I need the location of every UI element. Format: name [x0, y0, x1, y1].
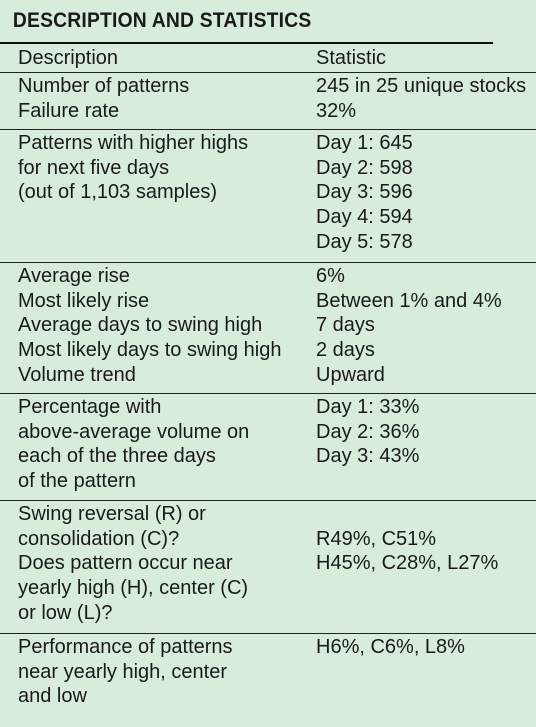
statistic-line: Day 4: 594	[316, 206, 413, 229]
statistic-cell: 6% Between 1% and 4% 7 days 2 days Upwar…	[300, 263, 536, 393]
statistic-line: Day 3: 596	[316, 181, 413, 204]
description-line: Most likely rise	[18, 289, 150, 312]
statistic-line: Upward	[316, 363, 385, 386]
statistic-line: Day 3: 43%	[316, 445, 420, 468]
description-line: or low (L)?	[18, 601, 113, 624]
statistic-cell: Day 1: 645 Day 2: 598 Day 3: 596 Day 4: …	[300, 130, 536, 262]
statistic-cell: 245 in 25 unique stocks 32%	[300, 73, 536, 129]
description-line: Percentage with	[18, 396, 162, 418]
description-line: yearly high (H), center (C)	[18, 577, 249, 600]
description-line: Average rise	[18, 265, 130, 287]
description-line: above-average volume on	[18, 420, 250, 443]
statistic-line: Between 1% and 4%	[316, 289, 502, 312]
table-row-group: Swing reversal (R) or consolidation (C)?…	[0, 501, 536, 634]
statistic-line: 32%	[316, 99, 357, 122]
table-title: DESCRIPTION AND STATISTICS	[0, 0, 494, 44]
description-cell: Number of patterns Failure rate	[0, 73, 300, 129]
header-statistic: Statistic	[316, 46, 387, 69]
statistic-cell: Day 1: 33% Day 2: 36% Day 3: 43%	[300, 394, 536, 500]
table-row-group: Number of patterns Failure rate 245 in 2…	[0, 73, 536, 130]
header-description: Description	[18, 46, 119, 69]
statistic-line	[316, 502, 536, 527]
description-line: Number of patterns	[18, 75, 190, 97]
description-cell: Percentage with above-average volume on …	[0, 394, 300, 500]
statistic-cell: R49%, C51% H45%, C28%, L27%	[300, 501, 536, 633]
description-line: Swing reversal (R) or	[18, 503, 206, 525]
table-header-row: Description Statistic	[0, 44, 536, 73]
description-line: Volume trend	[18, 363, 136, 386]
description-line: Performance of patterns	[18, 636, 233, 658]
description-line: (out of 1,103 samples)	[18, 181, 217, 204]
statistic-line: R49%, C51%	[316, 527, 437, 550]
description-cell: Patterns with higher highs for next five…	[0, 130, 300, 262]
statistic-line: Day 1: 645	[316, 132, 413, 154]
description-cell: Swing reversal (R) or consolidation (C)?…	[0, 501, 300, 633]
statistic-line: Day 1: 33%	[316, 396, 420, 418]
statistic-line: 7 days	[316, 314, 375, 337]
description-line: Does pattern occur near	[18, 552, 233, 575]
description-line: Patterns with higher highs	[18, 132, 249, 154]
description-line: and low	[18, 685, 87, 708]
table-row-group: Performance of patterns near yearly high…	[0, 634, 536, 720]
description-line: near yearly high, center	[18, 660, 228, 683]
statistic-line: H6%, C6%, L8%	[316, 636, 465, 658]
description-line: of the pattern	[18, 470, 136, 493]
description-line: Most likely days to swing high	[18, 339, 282, 362]
statistic-line: Day 5: 578	[316, 230, 413, 253]
table-row-group: Patterns with higher highs for next five…	[0, 130, 536, 263]
table-row-group: Percentage with above-average volume on …	[0, 394, 536, 501]
statistic-cell: H6%, C6%, L8%	[300, 634, 536, 720]
statistic-line: 2 days	[316, 339, 375, 362]
table-row-group: Average rise Most likely rise Average da…	[0, 263, 536, 394]
statistic-line: Day 2: 36%	[316, 420, 420, 443]
description-cell: Average rise Most likely rise Average da…	[0, 263, 300, 393]
statistic-line: H45%, C28%, L27%	[316, 552, 499, 575]
statistic-line: 6%	[316, 265, 345, 287]
description-line: Failure rate	[18, 99, 120, 122]
description-line: for next five days	[18, 156, 170, 179]
statistic-line: Day 2: 598	[316, 156, 413, 179]
description-cell: Performance of patterns near yearly high…	[0, 634, 300, 720]
description-line: Average days to swing high	[18, 314, 263, 337]
description-line: each of the three days	[18, 445, 216, 468]
statistic-line: 245 in 25 unique stocks	[316, 75, 527, 97]
description-line: consolidation (C)?	[18, 527, 180, 550]
